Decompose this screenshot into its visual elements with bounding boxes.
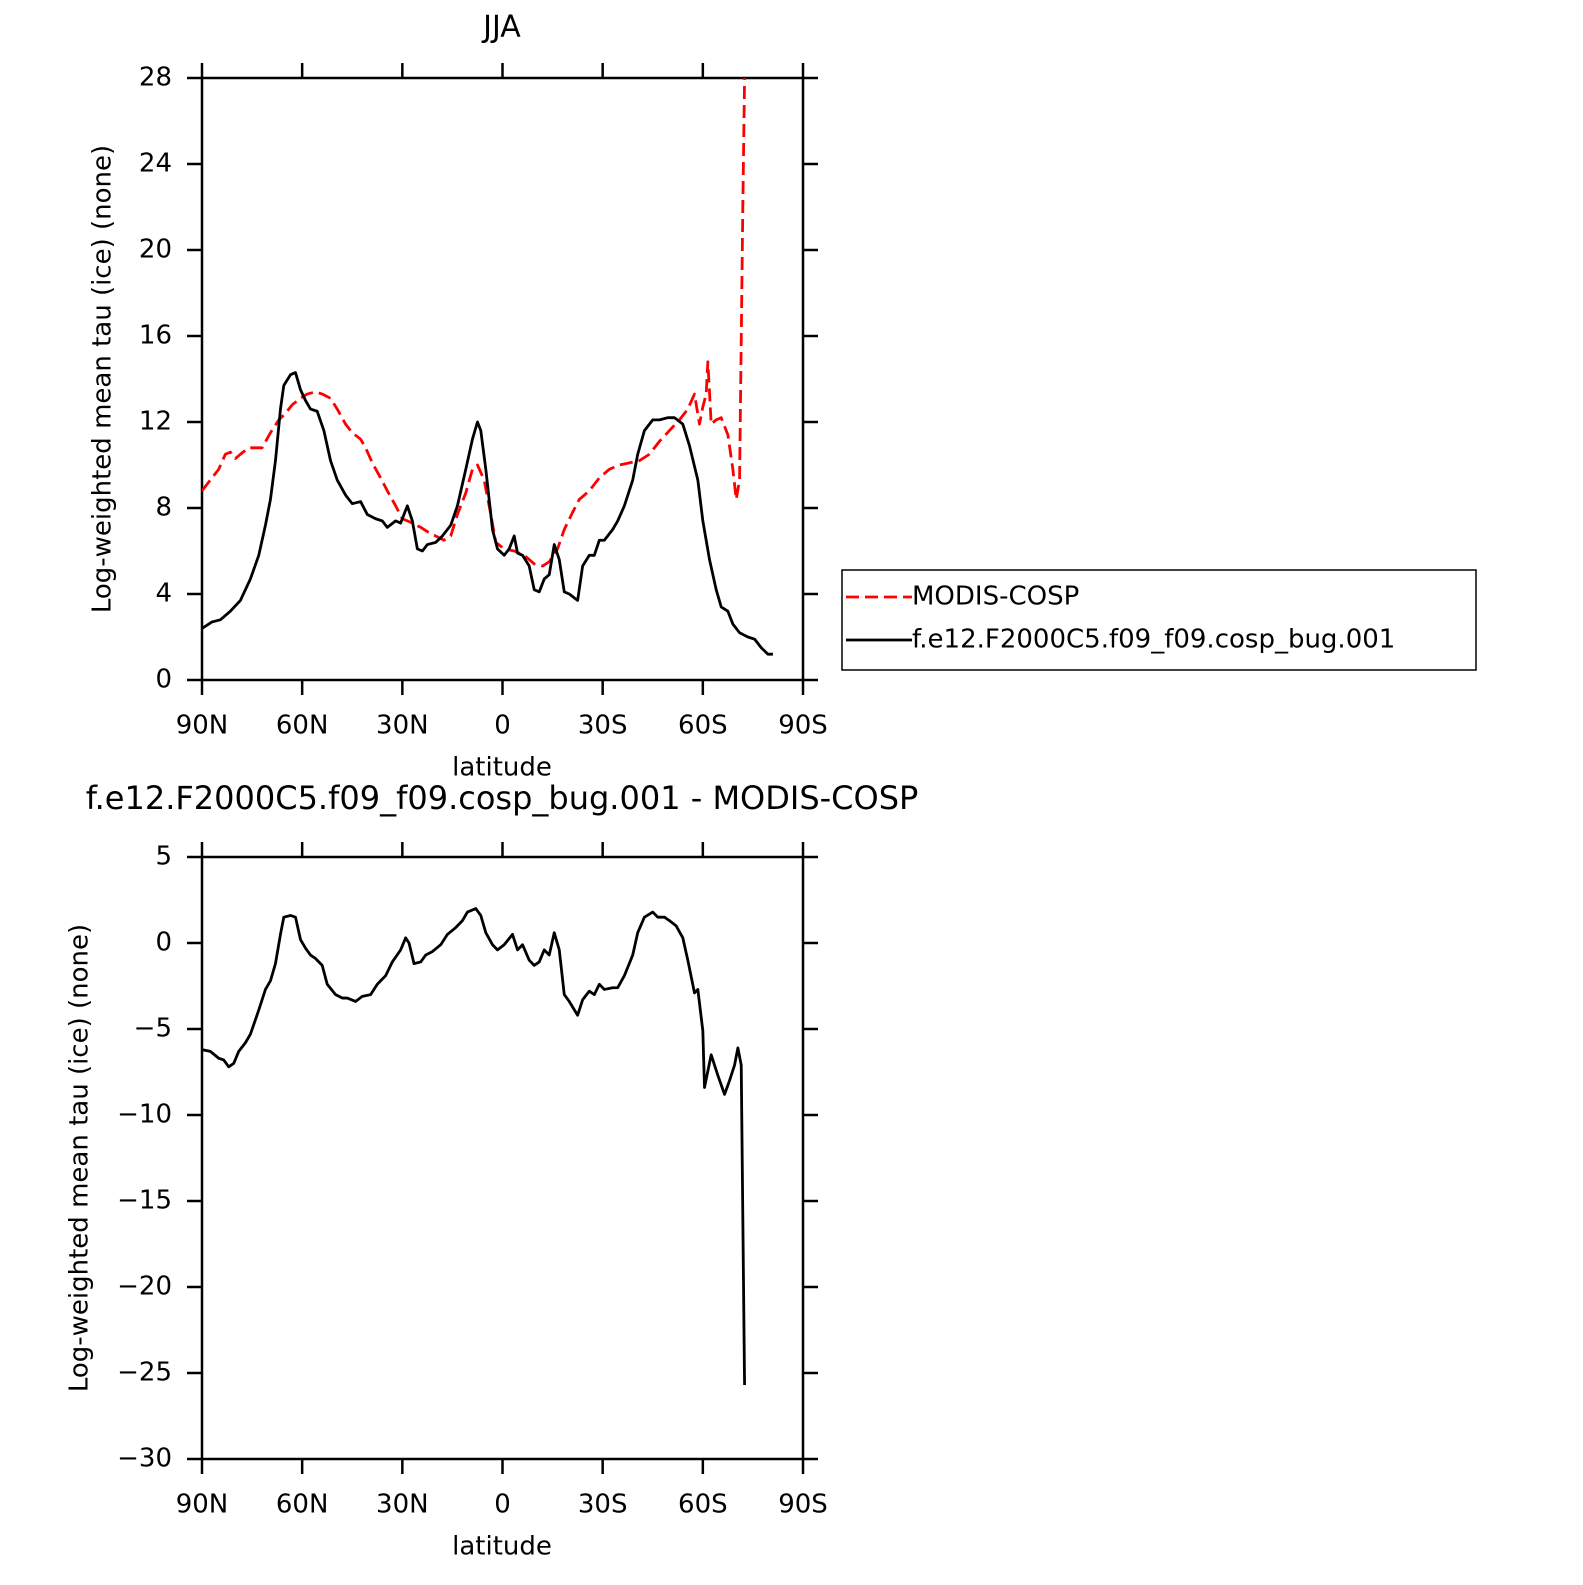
y-tick-label: 28: [139, 63, 172, 93]
y-tick-label: −15: [117, 1186, 172, 1216]
y-tick-label: −30: [117, 1444, 172, 1474]
x-tick-label: 30S: [578, 711, 628, 741]
y-tick-label: 0: [155, 665, 172, 695]
data-line: [202, 371, 773, 656]
y-tick-label: 12: [139, 407, 172, 437]
x-tick-label: 90N: [176, 1490, 229, 1520]
legend-box: [841, 569, 1477, 671]
x-tick-label: 60N: [276, 1490, 329, 1520]
x-tick-label: 0: [494, 1490, 511, 1520]
plot-frame: [200, 76, 805, 682]
y-tick-label: 5: [155, 842, 172, 872]
x-tick-label: 60N: [276, 711, 329, 741]
chart-panel: 90N 60N 30N 0 30S 60S 90S −30 −25 −20 −15 −10 −5 0 5 f.…: [65, 779, 919, 1562]
x-tick-label: 60S: [678, 1490, 728, 1520]
y-tick-label: −5: [134, 1014, 172, 1044]
y-tick-label: −10: [117, 1100, 172, 1130]
x-tick-label: 30S: [578, 1490, 628, 1520]
legend-label: f.e12.F2000C5.f09_f09.cosp_bug.001: [912, 625, 1395, 655]
x-tick-label: 0: [494, 711, 511, 741]
x-tick-label: 60S: [678, 711, 728, 741]
plot-lines: [202, 907, 746, 1386]
y-axis-label: Log-weighted mean tau (ice) (none): [65, 924, 95, 1392]
y-axis-label: Log-weighted mean tau (ice) (none): [88, 145, 118, 613]
chart-panel: 90N 60N 30N 0 30S 60S 90S 0 4 8 12 16 20 24 28 JJA latit…: [88, 10, 1477, 783]
x-axis-label: latitude: [452, 753, 552, 783]
x-tick-label: 30N: [376, 711, 429, 741]
x-tick-label: 90S: [778, 1490, 828, 1520]
x-axis-label: latitude: [452, 1532, 552, 1562]
y-tick-label: 20: [139, 235, 172, 265]
y-tick-label: −20: [117, 1272, 172, 1302]
chart-title: JJA: [481, 10, 521, 45]
y-tick-label: 24: [139, 149, 172, 179]
y-tick-label: 0: [155, 928, 172, 958]
y-tick-label: 16: [139, 321, 172, 351]
data-line: [202, 77, 746, 568]
y-tick-label: −25: [117, 1358, 172, 1388]
x-tick-label: 90S: [778, 711, 828, 741]
y-tick-label: 4: [155, 579, 172, 609]
x-tick-label: 90N: [176, 711, 229, 741]
x-tick-label: 30N: [376, 1490, 429, 1520]
data-line: [202, 907, 746, 1386]
legend-label: MODIS-COSP: [912, 582, 1079, 612]
plot-lines: [202, 77, 773, 656]
y-tick-label: 8: [155, 493, 172, 523]
chart-title: f.e12.F2000C5.f09_f09.cosp_bug.001 - MOD…: [86, 779, 919, 817]
